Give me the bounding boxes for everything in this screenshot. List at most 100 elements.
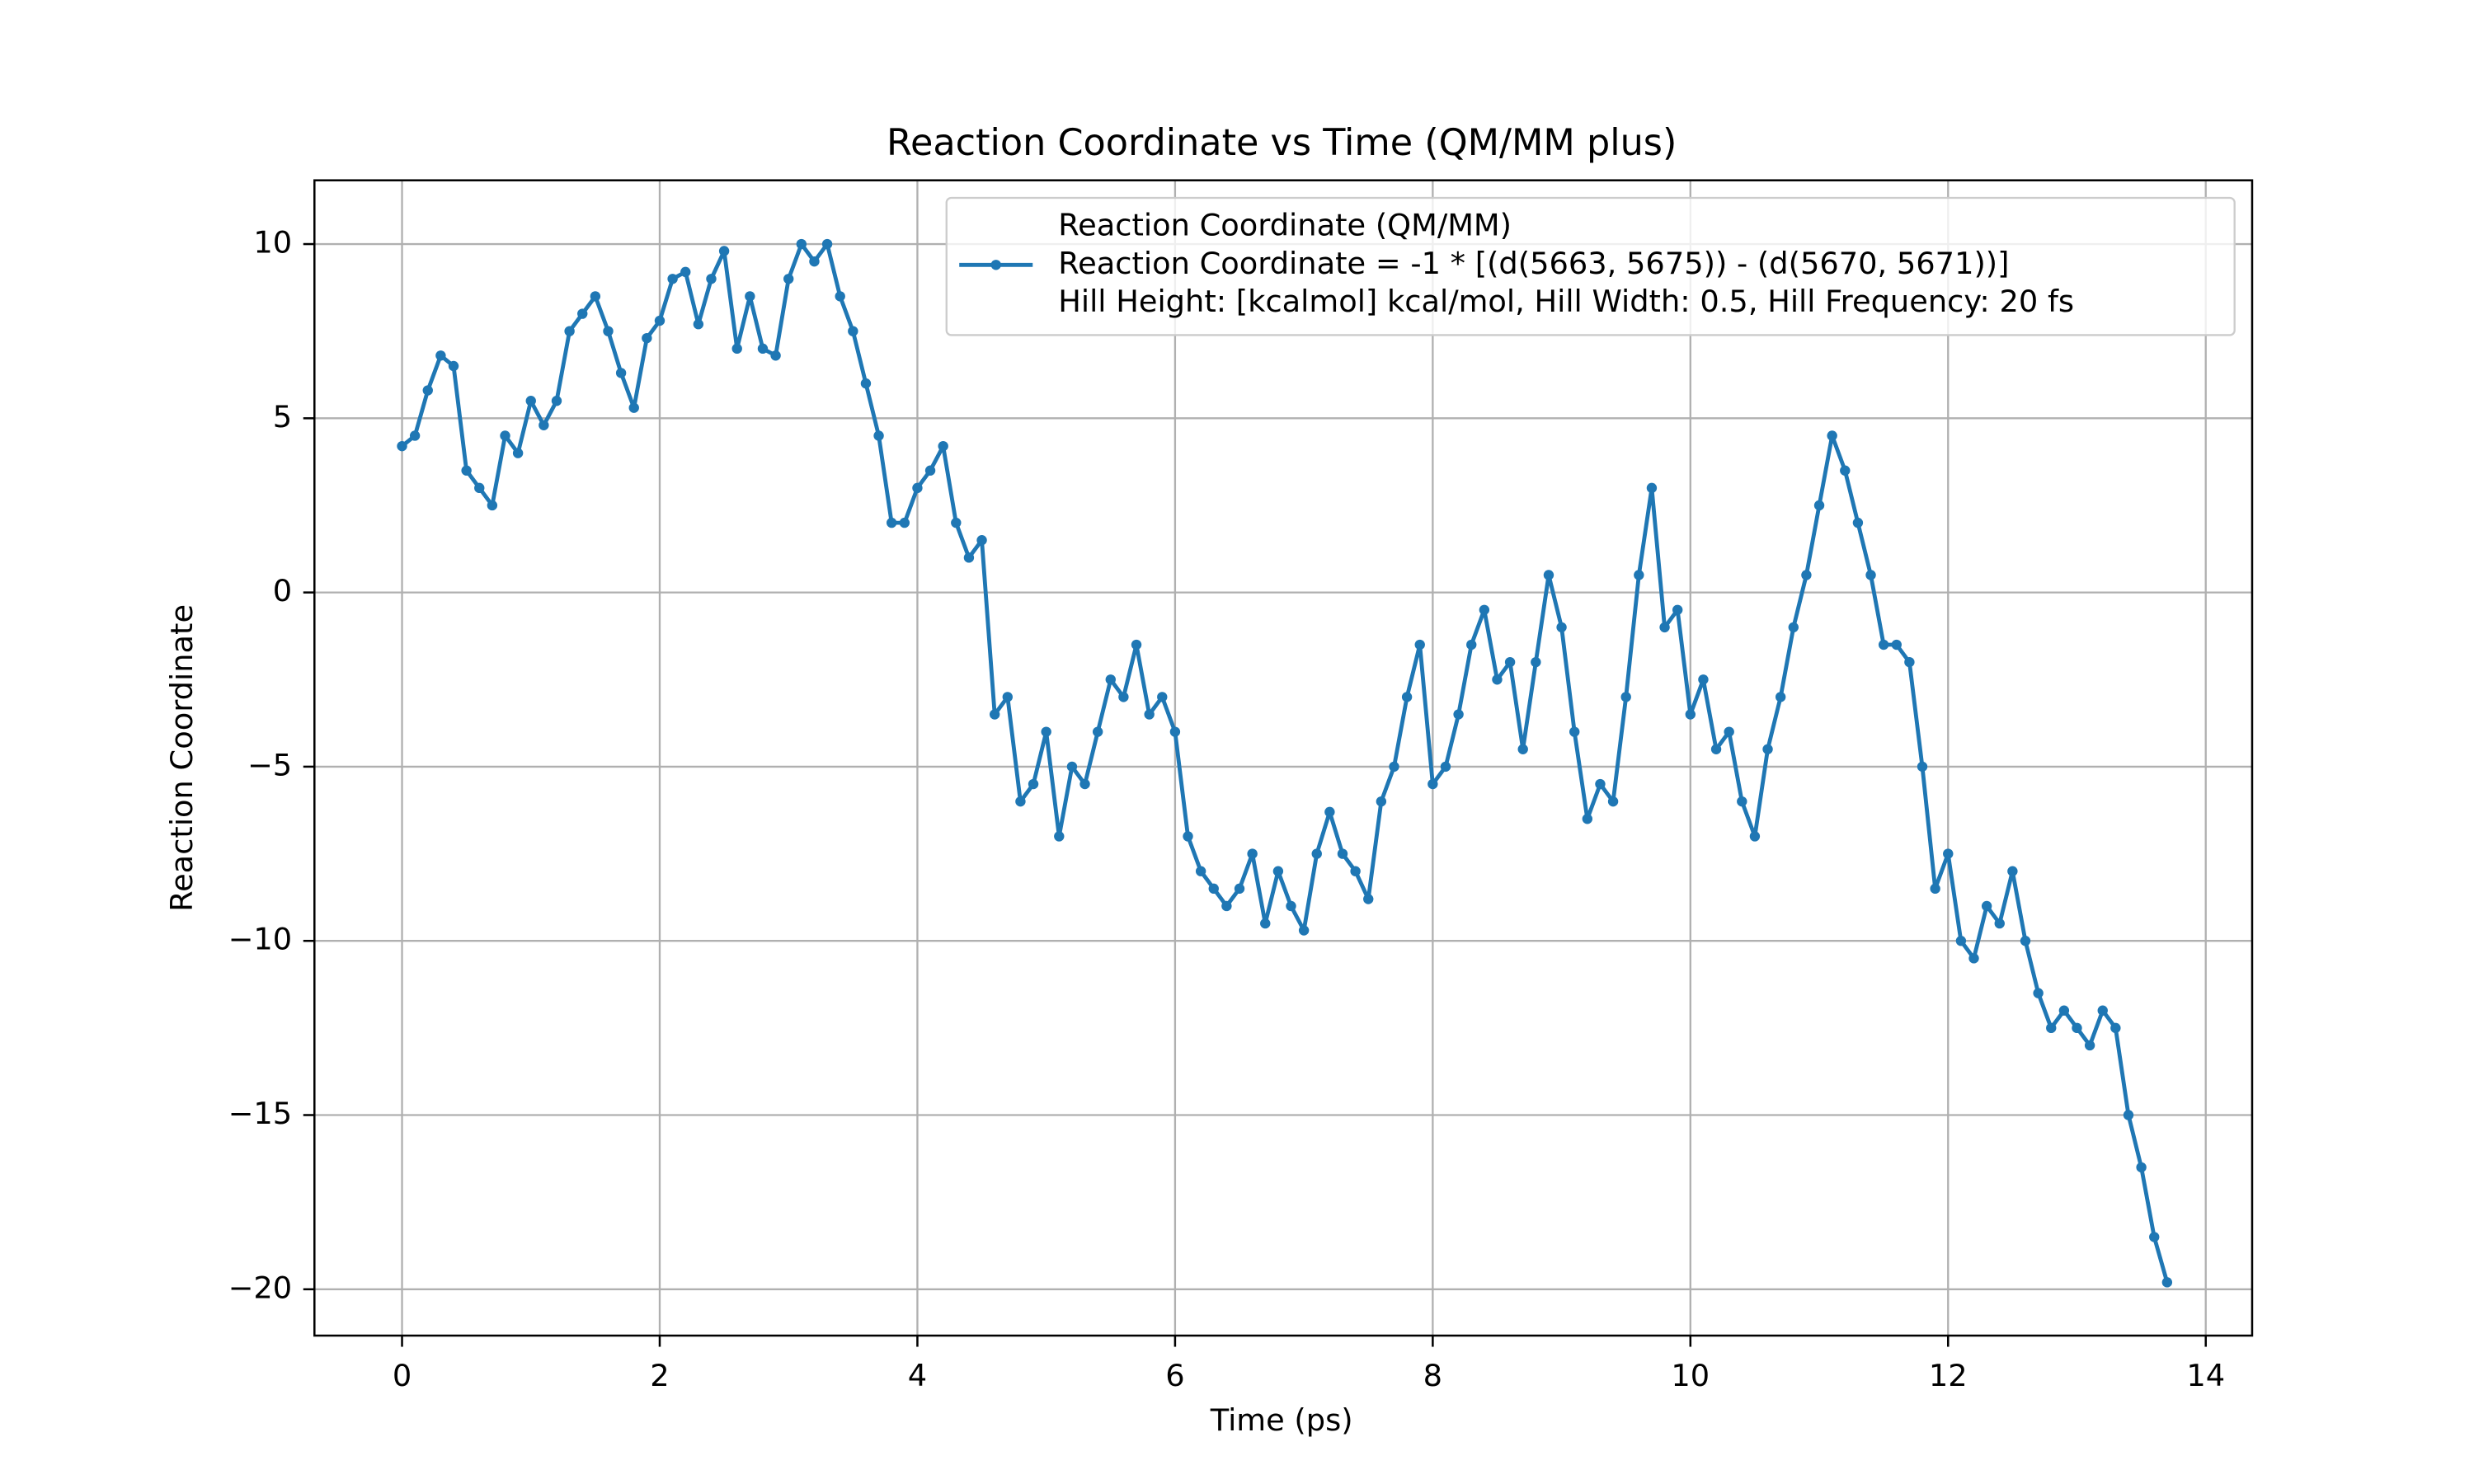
- data-point: [1427, 778, 1438, 790]
- data-point: [1376, 796, 1387, 807]
- data-point: [1324, 806, 1335, 818]
- data-point: [783, 274, 794, 284]
- data-point: [1272, 866, 1284, 876]
- data-point: [1569, 726, 1580, 737]
- data-point: [1852, 517, 1864, 528]
- legend: Reaction Coordinate (QM/MM) Reaction Coor…: [945, 196, 2236, 336]
- data-point: [1710, 744, 1722, 754]
- legend-marker: [990, 260, 1001, 270]
- legend-box: [945, 196, 2236, 336]
- data-point: [951, 517, 962, 528]
- data-point: [1891, 639, 1902, 650]
- data-point: [1054, 831, 1065, 842]
- data-point: [1195, 866, 1206, 876]
- data-point: [1002, 692, 1013, 702]
- data-point: [976, 535, 987, 546]
- data-point: [731, 343, 742, 355]
- data-point: [525, 396, 536, 406]
- y-tick-label: 10: [253, 225, 292, 261]
- data-point: [1247, 848, 1258, 859]
- data-point: [1801, 570, 1812, 580]
- x-tick-label: 12: [1929, 1358, 1968, 1393]
- series-line: [401, 242, 2170, 1284]
- data-point: [2058, 1005, 2070, 1016]
- y-tick-label: −10: [228, 922, 293, 957]
- x-tick-label: 0: [393, 1358, 412, 1393]
- data-point: [1917, 761, 1928, 773]
- y-tick-label: −15: [228, 1096, 293, 1131]
- data-point: [615, 368, 627, 378]
- ticks: 0 2 4 6 8 10 12 14 −20 −15 −10 −5 0 5 10: [228, 225, 2226, 1393]
- data-point: [1955, 936, 1967, 946]
- data-point: [718, 246, 730, 256]
- data-point: [835, 291, 845, 302]
- data-point: [1311, 848, 1322, 859]
- data-point: [2161, 1277, 2173, 1288]
- data-point: [500, 430, 510, 441]
- data-point: [1157, 692, 1168, 702]
- data-point: [1260, 918, 1271, 929]
- data-point: [1479, 604, 1490, 615]
- data-point: [577, 308, 588, 319]
- data-point: [1453, 709, 1464, 720]
- data-point: [1504, 656, 1516, 668]
- data-point: [1840, 465, 1851, 476]
- legend-title: Reaction Coordinate (QM/MM): [1058, 207, 1512, 242]
- legend-entry: Reaction Coordinate = -1 * [(d(5663, 567…: [1058, 246, 2009, 281]
- data-point: [924, 465, 936, 476]
- data-point: [474, 482, 485, 494]
- data-point: [1582, 814, 1593, 824]
- data-point: [809, 256, 820, 267]
- data-point: [1904, 656, 1915, 668]
- x-tick-label: 8: [1423, 1358, 1442, 1393]
- legend-subtitle: Hill Height: [kcalmol] kcal/mol, Hill Wi…: [1058, 284, 2074, 319]
- x-tick-label: 10: [1671, 1358, 1710, 1393]
- data-point: [899, 517, 910, 528]
- data-point: [757, 343, 769, 355]
- data-point: [512, 448, 524, 458]
- data-point: [1183, 831, 1193, 842]
- data-point: [1762, 744, 1773, 754]
- data-point: [1079, 778, 1090, 790]
- data-point: [680, 266, 691, 278]
- data-point: [1827, 430, 1837, 441]
- data-point: [1015, 796, 1026, 807]
- data-point: [1659, 622, 1670, 633]
- data-point: [628, 402, 639, 413]
- data-point: [397, 440, 407, 452]
- data-point: [487, 500, 498, 511]
- data-point: [887, 517, 897, 528]
- data-point: [693, 319, 704, 330]
- data-point: [873, 430, 884, 441]
- data-point: [603, 326, 614, 336]
- y-tick-label: −20: [228, 1270, 293, 1305]
- data-point: [461, 465, 472, 476]
- data-point: [2033, 988, 2044, 998]
- data-point: [1646, 482, 1658, 494]
- data-point: [1440, 761, 1451, 773]
- data-point: [1749, 831, 1761, 842]
- data-point: [1981, 900, 1992, 912]
- data-point: [2020, 936, 2031, 946]
- data-point: [1131, 639, 1142, 650]
- data-point: [1286, 900, 1296, 912]
- data-point: [564, 326, 575, 336]
- data-point: [1607, 796, 1619, 807]
- x-tick-label: 2: [650, 1358, 669, 1393]
- data-point: [2046, 1022, 2057, 1034]
- data-point: [1556, 622, 1567, 633]
- data-point: [1105, 674, 1116, 685]
- data-point: [1363, 894, 1374, 904]
- x-tick-label: 6: [1165, 1358, 1184, 1393]
- data-point: [848, 326, 858, 336]
- y-axis-label: Reaction Coordinate: [164, 604, 200, 912]
- data-point: [1221, 900, 1232, 912]
- data-point: [1930, 883, 1940, 895]
- data-point: [667, 274, 678, 284]
- data-point: [2136, 1162, 2147, 1173]
- data-point: [745, 291, 755, 302]
- data-point: [1466, 639, 1477, 650]
- data-point: [1788, 622, 1799, 633]
- data-point: [1865, 570, 1876, 580]
- data-point: [989, 709, 1000, 720]
